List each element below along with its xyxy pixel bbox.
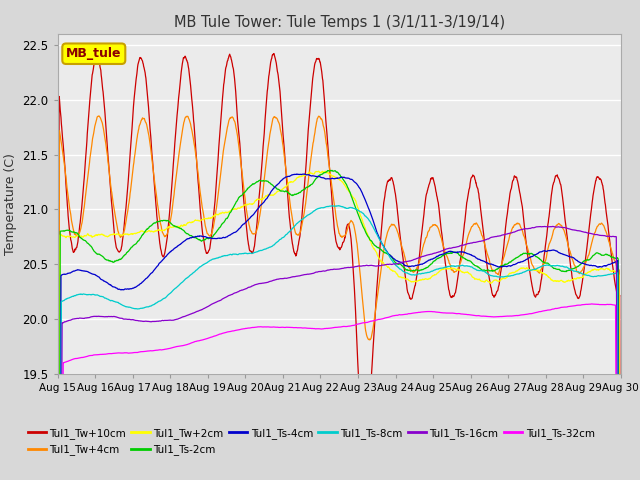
Line: Tul1_Ts-4cm: Tul1_Ts-4cm <box>58 174 621 480</box>
Tul1_Ts-16cm <box>374 263 382 269</box>
Tul1_Ts-8cm <box>374 235 382 240</box>
Tul1_Ts-16cm <box>305 271 312 277</box>
Tul1_Tw+2cm <box>305 170 312 176</box>
Line: Tul1_Ts-16cm: Tul1_Ts-16cm <box>58 227 621 480</box>
Tul1_Ts-8cm <box>120 303 128 309</box>
Title: MB Tule Tower: Tule Temps 1 (3/1/11-3/19/14): MB Tule Tower: Tule Temps 1 (3/1/11-3/19… <box>173 15 505 30</box>
Tul1_Ts-4cm <box>301 171 308 177</box>
Tul1_Ts-8cm <box>335 203 342 209</box>
Tul1_Ts-2cm <box>305 184 312 190</box>
Tul1_Ts-4cm <box>97 276 105 282</box>
Tul1_Ts-8cm <box>305 212 312 218</box>
Tul1_Ts-16cm <box>548 224 556 229</box>
Tul1_Ts-2cm <box>327 168 335 173</box>
Tul1_Ts-2cm <box>292 191 300 197</box>
Tul1_Tw+2cm <box>292 175 300 181</box>
Tul1_Tw+2cm <box>97 231 105 237</box>
Text: MB_tule: MB_tule <box>66 47 122 60</box>
Tul1_Tw+10cm <box>270 51 278 57</box>
Tul1_Ts-4cm <box>120 287 128 292</box>
Legend: Tul1_Tw+10cm, Tul1_Tw+4cm, Tul1_Tw+2cm, Tul1_Ts-2cm, Tul1_Ts-4cm, Tul1_Ts-8cm, T: Tul1_Tw+10cm, Tul1_Tw+4cm, Tul1_Tw+2cm, … <box>24 424 599 459</box>
Tul1_Ts-4cm <box>374 233 382 239</box>
Line: Tul1_Tw+4cm: Tul1_Tw+4cm <box>58 116 621 480</box>
Tul1_Ts-4cm <box>292 171 300 177</box>
Y-axis label: Temperature (C): Temperature (C) <box>4 153 17 255</box>
Tul1_Ts-2cm <box>120 253 128 259</box>
Tul1_Ts-32cm <box>97 351 105 357</box>
Line: Tul1_Ts-8cm: Tul1_Ts-8cm <box>58 206 621 480</box>
Tul1_Tw+2cm <box>374 254 382 260</box>
Tul1_Ts-16cm <box>314 269 322 275</box>
Tul1_Tw+4cm <box>315 113 323 119</box>
Tul1_Tw+10cm <box>315 56 323 61</box>
Tul1_Ts-32cm <box>374 317 382 323</box>
Tul1_Ts-16cm <box>292 273 300 279</box>
Tul1_Tw+10cm <box>293 249 301 254</box>
Tul1_Ts-16cm <box>120 316 128 322</box>
Tul1_Ts-8cm <box>314 206 322 212</box>
Tul1_Ts-2cm <box>374 244 382 250</box>
Tul1_Ts-8cm <box>97 293 105 299</box>
Tul1_Ts-32cm <box>588 301 596 307</box>
Tul1_Tw+4cm <box>305 175 312 180</box>
Tul1_Ts-32cm <box>305 325 312 331</box>
Tul1_Ts-2cm <box>97 252 105 258</box>
Tul1_Ts-32cm <box>314 326 322 332</box>
Line: Tul1_Ts-32cm: Tul1_Ts-32cm <box>58 304 621 480</box>
Tul1_Ts-8cm <box>292 221 300 227</box>
Tul1_Tw+4cm <box>374 286 382 291</box>
Tul1_Ts-2cm <box>314 173 322 179</box>
Tul1_Tw+4cm <box>95 113 103 119</box>
Line: Tul1_Tw+10cm: Tul1_Tw+10cm <box>58 54 621 480</box>
Tul1_Tw+10cm <box>305 123 312 129</box>
Tul1_Ts-4cm <box>305 172 312 178</box>
Line: Tul1_Ts-2cm: Tul1_Ts-2cm <box>58 170 621 480</box>
Tul1_Ts-32cm <box>292 325 300 331</box>
Tul1_Tw+4cm <box>98 118 106 124</box>
Tul1_Tw+10cm <box>97 72 105 78</box>
Tul1_Ts-16cm <box>97 313 105 319</box>
Tul1_Tw+2cm <box>314 168 322 174</box>
Tul1_Tw+2cm <box>315 168 323 174</box>
Tul1_Tw+2cm <box>120 232 128 238</box>
Tul1_Ts-32cm <box>120 350 128 356</box>
Tul1_Tw+4cm <box>293 231 301 237</box>
Tul1_Tw+4cm <box>120 227 128 233</box>
Tul1_Tw+10cm <box>374 262 382 268</box>
Line: Tul1_Tw+2cm: Tul1_Tw+2cm <box>58 171 621 480</box>
Tul1_Ts-4cm <box>315 174 323 180</box>
Tul1_Tw+10cm <box>120 224 128 229</box>
